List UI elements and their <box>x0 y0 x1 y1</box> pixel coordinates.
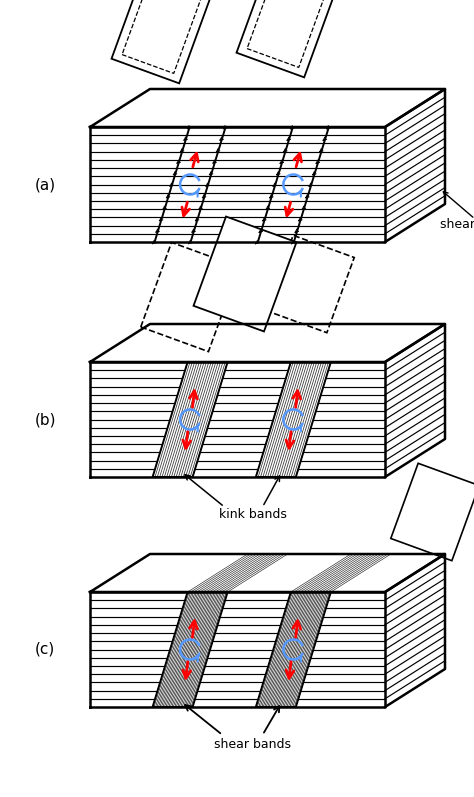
Polygon shape <box>90 362 385 477</box>
Polygon shape <box>90 127 385 242</box>
Polygon shape <box>391 463 474 561</box>
Polygon shape <box>256 592 331 707</box>
Text: (c): (c) <box>35 642 55 657</box>
Polygon shape <box>153 592 228 707</box>
Polygon shape <box>90 592 385 707</box>
Polygon shape <box>266 235 354 332</box>
Polygon shape <box>237 0 344 77</box>
Text: (b): (b) <box>35 412 56 427</box>
Polygon shape <box>256 362 331 477</box>
Polygon shape <box>153 362 228 477</box>
Text: shear plane: shear plane <box>440 218 474 230</box>
Text: shear bands: shear bands <box>214 739 291 752</box>
Polygon shape <box>141 242 239 351</box>
Polygon shape <box>193 217 296 332</box>
Text: (a): (a) <box>35 177 56 192</box>
Polygon shape <box>111 0 219 84</box>
Text: kink bands: kink bands <box>219 508 286 521</box>
